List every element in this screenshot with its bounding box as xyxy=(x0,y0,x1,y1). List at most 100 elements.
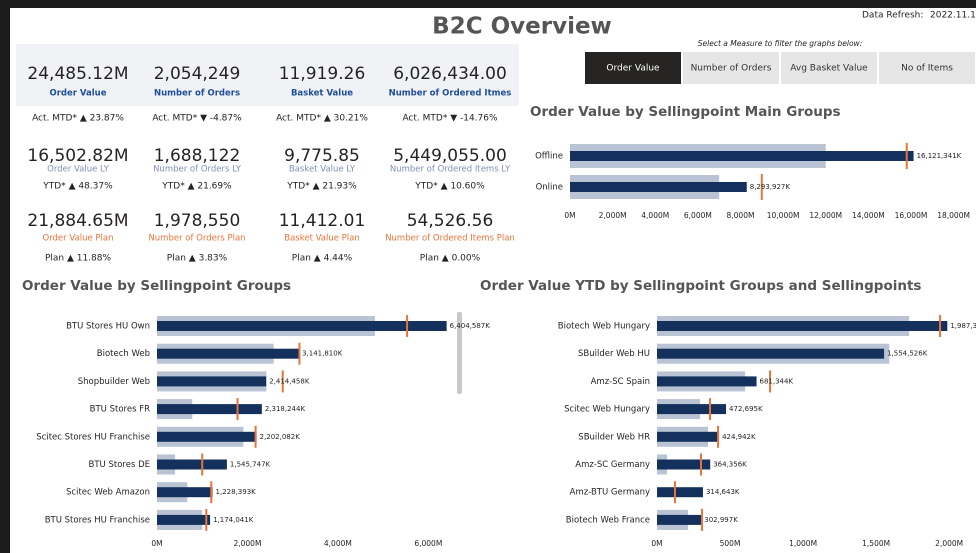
bar xyxy=(657,487,703,498)
kpi-value: 6,026,434.00 xyxy=(393,64,507,84)
value-label: 6,404,587K xyxy=(450,322,491,330)
kpi-label: Basket Value xyxy=(291,89,353,99)
plan-marker xyxy=(699,453,702,476)
kpi-ly-label: Order Value LY xyxy=(47,165,110,175)
plan-marker xyxy=(298,342,301,365)
kpi-label: Order Value xyxy=(50,89,107,99)
bar xyxy=(657,514,702,525)
kpi-plan: Plan ▲ 3.83% xyxy=(167,254,228,264)
chart-title: Order Value YTD by Sellingpoint Groups a… xyxy=(480,278,921,294)
category-label: SBuilder Web HU xyxy=(578,349,650,359)
kpi-plan: Plan ▲ 0.00% xyxy=(420,254,481,264)
chart-title: Order Value by Sellingpoint Groups xyxy=(22,278,291,294)
value-label: 1,545,747K xyxy=(230,461,271,469)
x-tick-label: 6,000M xyxy=(414,539,442,548)
category-label: BTU Stores HU Own xyxy=(66,322,150,332)
value-label: 3,141,810K xyxy=(302,350,343,358)
measure-button[interactable] xyxy=(683,52,779,84)
x-tick-label: 0M xyxy=(651,539,662,548)
x-tick-label: 12,000M xyxy=(809,211,842,220)
kpi-plan-label: Number of Ordered Items Plan xyxy=(385,234,515,244)
value-label: 364,356K xyxy=(713,461,747,469)
bar xyxy=(157,459,227,470)
bar xyxy=(657,376,757,387)
bar xyxy=(657,404,727,415)
bar xyxy=(157,514,211,525)
category-label: Amz-SC Spain xyxy=(591,377,650,387)
bar xyxy=(570,182,747,192)
category-label: Shopbuilder Web xyxy=(78,377,150,387)
bar xyxy=(157,321,447,331)
kpi-plan-value: 54,526.56 xyxy=(407,211,494,231)
x-tick-label: 1,500M xyxy=(862,539,890,548)
kpi-plan-label: Basket Value Plan xyxy=(284,234,359,244)
x-tick-label: 18,000M xyxy=(937,211,970,220)
kpi-ly-value: 5,449,055.00 xyxy=(393,146,507,166)
plan-marker xyxy=(254,425,257,448)
page-title: B2C Overview xyxy=(432,14,612,40)
kpi-ly-value: 1,688,122 xyxy=(154,146,241,166)
refresh-value: 2022.11.1 xyxy=(930,11,976,21)
bar xyxy=(657,459,711,470)
plan-marker xyxy=(236,398,239,421)
kpi-mtd: Act. MTD* ▼ -14.76% xyxy=(402,114,498,124)
x-tick-label: 6,000M xyxy=(684,211,712,220)
plan-marker xyxy=(939,315,942,337)
measure-button-label[interactable]: Number of Orders xyxy=(691,64,772,74)
category-label: BTU Stores HU Franchise xyxy=(45,515,150,525)
kpi-label: Number of Orders xyxy=(154,89,240,99)
category-label: Scitec Stores HU Franchise xyxy=(36,432,150,442)
value-label: 1,228,393K xyxy=(216,488,257,496)
x-tick-label: 4,000M xyxy=(324,539,352,548)
x-tick-label: 0M xyxy=(151,539,162,548)
plan-marker xyxy=(210,481,213,504)
kpi-plan-label: Order Value Plan xyxy=(43,234,114,244)
plan-marker xyxy=(769,370,772,393)
kpi-plan-label: Number of Orders Plan xyxy=(148,234,245,244)
category-label: Biotech Web xyxy=(97,349,150,359)
x-tick-label: 1,000M xyxy=(789,539,817,548)
value-label: 16,121,341K xyxy=(917,152,962,160)
bar xyxy=(657,321,948,331)
category-label: Scitec Web Hungary xyxy=(564,405,650,415)
kpi-ytd: YTD* ▲ 21.69% xyxy=(161,182,232,192)
category-label: Amz-SC Germany xyxy=(575,460,650,470)
value-label: 2,318,244K xyxy=(265,405,306,413)
x-tick-label: 2,000M xyxy=(233,539,261,548)
bar xyxy=(157,487,213,498)
x-tick-label: 10,000M xyxy=(767,211,800,220)
value-label: 472,695K xyxy=(729,405,763,413)
refresh-label: Data Refresh: xyxy=(862,11,923,21)
measure-button-label[interactable]: Avg Basket Value xyxy=(790,64,868,74)
measure-button-label[interactable]: Order Value xyxy=(606,64,660,74)
category-label: SBuilder Web HR xyxy=(578,432,650,442)
plan-marker xyxy=(905,143,908,169)
measure-button[interactable] xyxy=(585,52,681,84)
kpi-mtd: Act. MTD* ▲ 30.21% xyxy=(276,114,368,124)
kpi-value: 24,485.12M xyxy=(27,64,128,84)
measure-button[interactable] xyxy=(879,52,975,84)
value-label: 1,554,526K xyxy=(887,350,928,358)
plan-marker xyxy=(406,315,409,337)
x-tick-label: 14,000M xyxy=(852,211,885,220)
bar xyxy=(157,404,262,415)
value-label: 314,643K xyxy=(706,488,740,496)
x-tick-label: 16,000M xyxy=(895,211,928,220)
kpi-plan: Plan ▲ 11.88% xyxy=(45,254,112,264)
kpi-mtd: Act. MTD* ▲ 23.87% xyxy=(32,114,124,124)
category-label: Biotech Web France xyxy=(566,515,650,525)
value-label: 302,997K xyxy=(704,516,738,524)
kpi-value: 2,054,249 xyxy=(154,64,241,84)
bar xyxy=(157,431,257,442)
kpi-ly-label: Number of Ordered Items LY xyxy=(390,165,511,175)
scrollbar xyxy=(457,312,462,394)
plan-marker xyxy=(700,508,703,531)
category-label: Scitec Web Amazon xyxy=(66,488,150,498)
measure-button-label[interactable]: No of Items xyxy=(901,64,953,74)
kpi-mtd: Act. MTD* ▼ -4.87% xyxy=(152,114,242,124)
value-label: 1,174,041K xyxy=(213,516,254,524)
kpi-band xyxy=(16,44,519,106)
measure-button[interactable] xyxy=(781,52,877,84)
value-label: 8,293,927K xyxy=(750,183,791,191)
